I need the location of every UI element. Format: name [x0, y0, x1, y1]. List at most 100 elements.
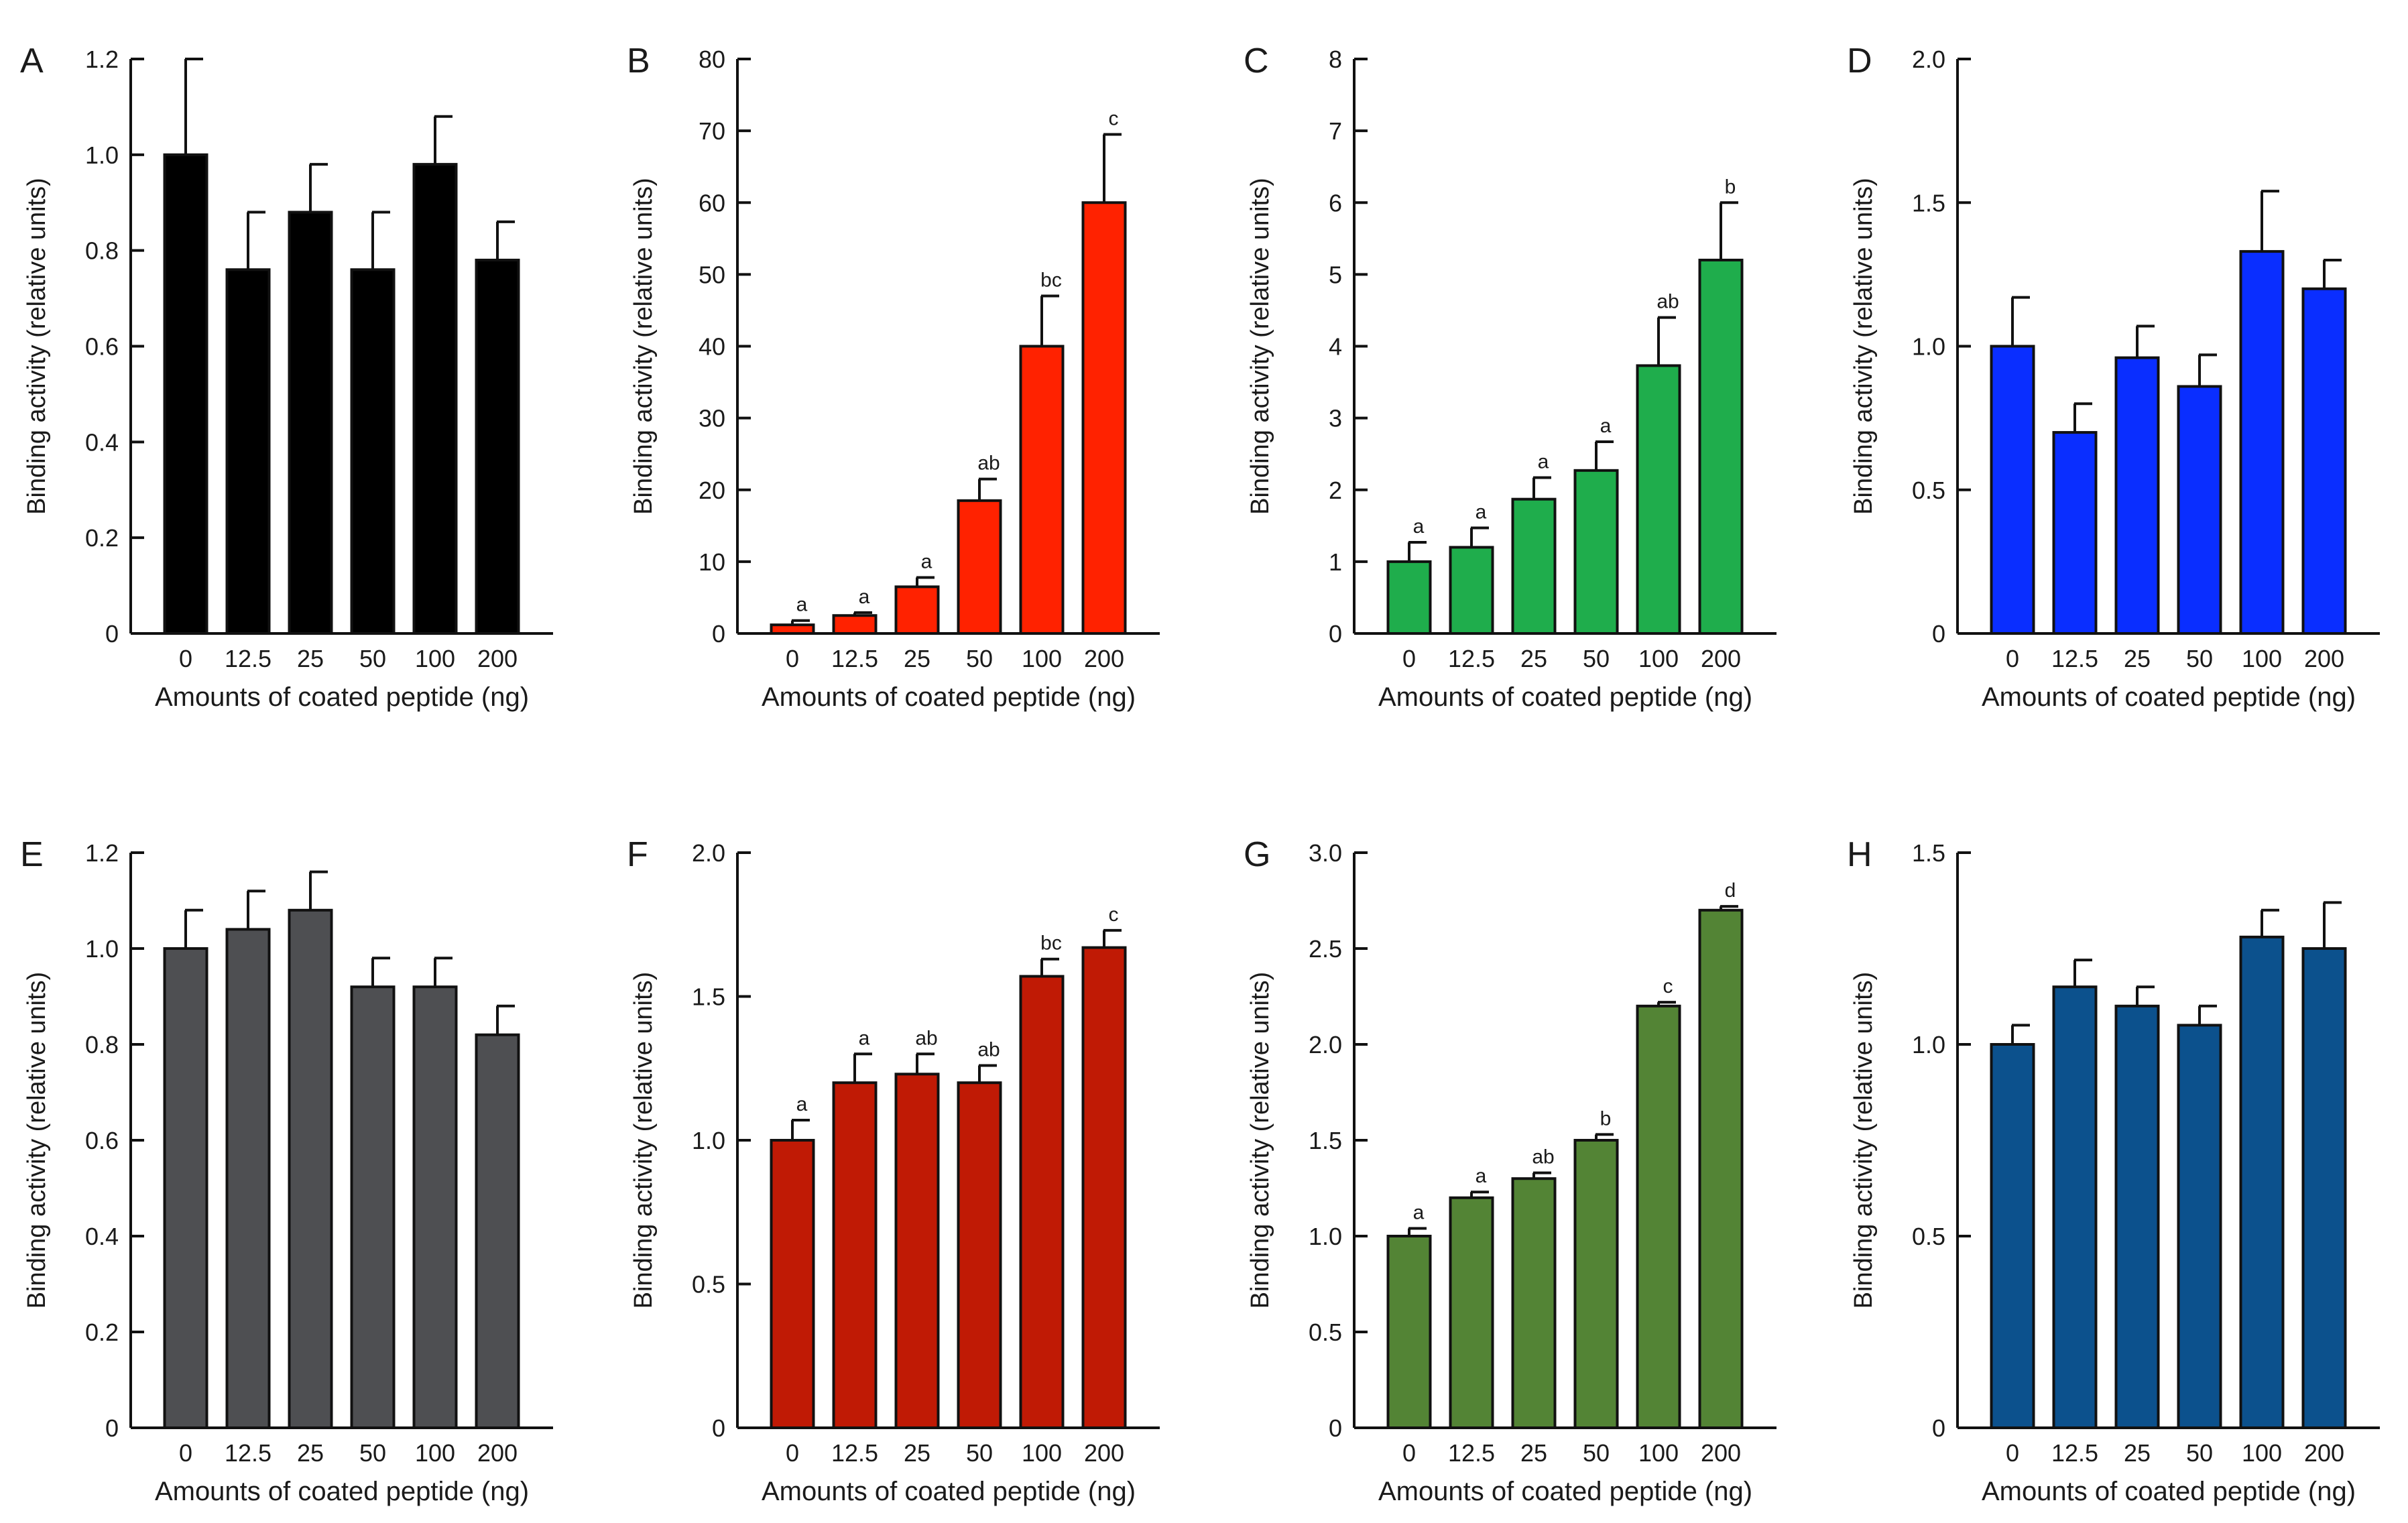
x-axis-title: Amounts of coated peptide (ng)	[155, 682, 529, 712]
x-tick-label: 50	[966, 1439, 993, 1467]
y-tick-label: 0.2	[85, 1319, 119, 1346]
y-tick-label: 1.0	[692, 1127, 725, 1154]
y-tick-label: 8	[1329, 46, 1342, 73]
significance-letter: a	[1413, 1202, 1425, 1224]
bar	[350, 985, 396, 1429]
panel-label: B	[627, 42, 650, 80]
bar	[2114, 356, 2160, 635]
chart-panel-h: H 0 0.5 1.0 1.5 Binding activity (relative un…	[1847, 835, 2380, 1506]
y-tick-label: 0	[1329, 1414, 1342, 1442]
y-tick-label: 70	[699, 117, 725, 145]
chart-panel-b: B 0 10 20 30 40 50 60 70 80 Binding activity (rela…	[627, 42, 1160, 712]
significance-letter: ab	[1657, 291, 1679, 313]
x-axis-title: Amounts of coated peptide (ng)	[1982, 682, 2356, 712]
x-tick-label: 200	[1701, 1439, 1741, 1467]
significance-letter: a	[796, 594, 808, 616]
y-tick-label: 0.5	[1912, 1223, 1945, 1250]
y-tick-label: 0.2	[85, 524, 119, 552]
bar	[1449, 1196, 1494, 1430]
y-tick-label: 0.8	[85, 237, 119, 265]
x-tick-label: 100	[1638, 645, 1679, 672]
bar	[2052, 431, 2098, 635]
x-tick-label: 0	[1402, 645, 1416, 672]
x-tick-label: 25	[2124, 1439, 2151, 1467]
significance-letter: c	[1663, 975, 1673, 997]
x-tick-label: 200	[2304, 645, 2344, 672]
y-tick-label: 6	[1329, 189, 1342, 217]
y-tick-label: 0	[105, 620, 119, 648]
x-tick-label: 25	[1520, 1439, 1547, 1467]
y-tick-label: 2.0	[1912, 46, 1945, 73]
bar	[2239, 250, 2285, 635]
bar	[1019, 975, 1065, 1429]
bar	[475, 258, 520, 635]
panel-label: E	[20, 835, 44, 874]
y-tick-label: 2.0	[1309, 1031, 1342, 1058]
x-tick-label: 100	[2242, 1439, 2282, 1467]
bar	[2177, 1024, 2222, 1429]
y-tick-label: 1.0	[85, 935, 119, 963]
significance-letter: b	[1725, 176, 1736, 198]
y-tick-label: 3	[1329, 405, 1342, 432]
significance-letter: ab	[1532, 1146, 1554, 1168]
chart-panel-a: A 0 0.2 0.4 0.6 0.8 1.0 1.2 Binding activity (re…	[20, 42, 553, 712]
y-tick-label: 1.0	[1309, 1223, 1342, 1250]
y-tick-label: 0.8	[85, 1031, 119, 1058]
y-tick-label: 50	[699, 261, 725, 288]
significance-letter: b	[1600, 1107, 1612, 1130]
y-tick-label: 0.6	[85, 333, 119, 361]
y-tick-label: 1.0	[85, 141, 119, 169]
x-tick-label: 12.5	[1448, 645, 1495, 672]
x-axis-title: Amounts of coated peptide (ng)	[762, 682, 1136, 712]
y-tick-label: 20	[699, 477, 725, 504]
panel-label: F	[627, 835, 648, 874]
bar	[288, 908, 333, 1430]
y-tick-label: 0.4	[85, 428, 119, 456]
significance-letter: a	[796, 1093, 808, 1115]
y-tick-label: 1.0	[1912, 333, 1945, 361]
bar	[2177, 385, 2222, 635]
bar	[770, 623, 815, 635]
x-axis-title: Amounts of coated peptide (ng)	[1378, 1477, 1752, 1506]
significance-letter: ab	[915, 1027, 937, 1049]
x-tick-label: 50	[359, 1439, 386, 1467]
bar	[1698, 258, 1744, 635]
bar	[1636, 1004, 1681, 1430]
significance-letter: d	[1725, 879, 1736, 902]
bar	[163, 947, 208, 1429]
x-tick-label: 0	[2006, 645, 2019, 672]
significance-letter: a	[1600, 415, 1612, 437]
bar	[894, 585, 940, 635]
chart-panel-g: G 0 0.5 1.0 1.5 2.0 2.5 3.0 Binding activity (re…	[1244, 835, 1777, 1506]
y-tick-label: 80	[699, 46, 725, 73]
y-tick-label: 2	[1329, 477, 1342, 504]
x-tick-label: 12.5	[225, 1439, 272, 1467]
x-tick-label: 50	[1583, 1439, 1610, 1467]
bar	[894, 1073, 940, 1429]
y-tick-label: 1.5	[692, 983, 725, 1011]
x-tick-label: 50	[2186, 1439, 2213, 1467]
x-tick-label: 0	[2006, 1439, 2019, 1467]
x-tick-label: 12.5	[831, 1439, 878, 1467]
x-axis-title: Amounts of coated peptide (ng)	[1378, 682, 1752, 712]
chart-panel-d: D 0 0.5 1.0 1.5 2.0 Binding activity (relative…	[1847, 42, 2380, 712]
bar	[1449, 546, 1494, 635]
y-axis-title: Binding activity (relative units)	[1850, 972, 1878, 1309]
significance-letter: a	[1413, 515, 1425, 538]
x-tick-label: 50	[966, 645, 993, 672]
significance-letter: a	[859, 586, 870, 608]
chart-panel-f: F 0 0.5 1.0 1.5 2.0 Binding activity (relative…	[627, 835, 1160, 1506]
bar	[2301, 287, 2347, 635]
x-tick-label: 200	[477, 1439, 518, 1467]
x-tick-label: 25	[1520, 645, 1547, 672]
significance-letter: ab	[977, 1038, 1000, 1060]
x-tick-label: 0	[1402, 1439, 1416, 1467]
y-tick-label: 0	[1932, 620, 1945, 648]
chart-panel-e: E 0 0.2 0.4 0.6 0.8 1.0 1.2 Binding activity (re…	[20, 835, 553, 1506]
x-tick-label: 25	[297, 1439, 324, 1467]
x-tick-label: 25	[904, 645, 930, 672]
x-axis-title: Amounts of coated peptide (ng)	[1982, 1477, 2356, 1506]
x-tick-label: 25	[2124, 645, 2151, 672]
panel-label: A	[20, 42, 44, 80]
